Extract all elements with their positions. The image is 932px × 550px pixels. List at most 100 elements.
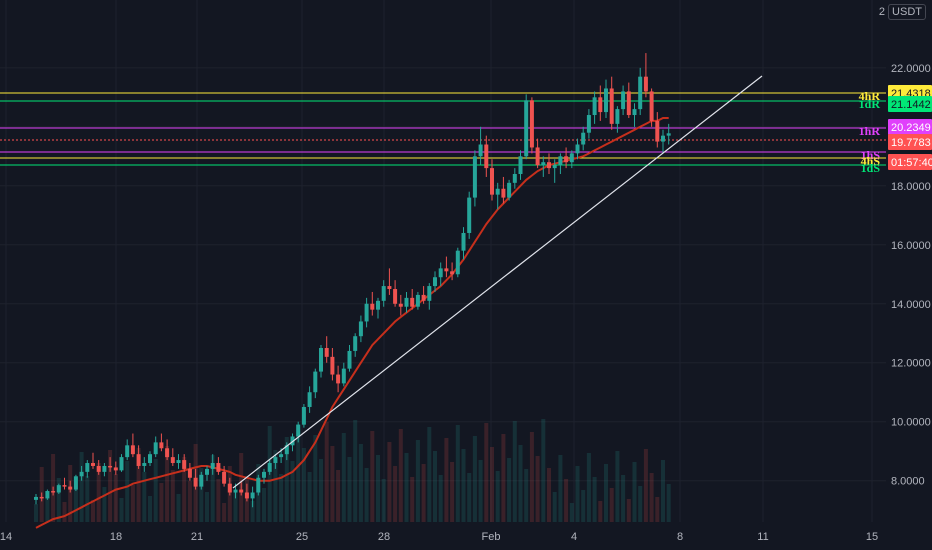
candle-body xyxy=(558,156,563,166)
volume-bar xyxy=(398,429,403,522)
y-tick-label: 22.0000 xyxy=(891,63,931,75)
candle xyxy=(113,461,118,475)
candle-body xyxy=(68,486,73,490)
volume-bar xyxy=(632,462,637,522)
candle xyxy=(96,460,101,475)
candle xyxy=(512,168,517,189)
volume-bar xyxy=(490,447,494,522)
volume-bar xyxy=(541,419,546,522)
volume-bar xyxy=(307,472,312,522)
candle xyxy=(581,126,586,151)
candle-body xyxy=(142,463,147,466)
candle xyxy=(507,179,512,201)
candle-body xyxy=(256,477,261,493)
volume-bar xyxy=(564,479,569,522)
candle-body xyxy=(267,463,272,472)
candle xyxy=(239,480,244,496)
candle-body xyxy=(444,268,449,272)
candle-body xyxy=(96,465,101,472)
candle xyxy=(461,227,466,260)
currency-unit[interactable]: USDT xyxy=(888,4,926,20)
volume-bar xyxy=(512,421,517,522)
volume-bar xyxy=(478,460,483,522)
candle xyxy=(501,176,506,204)
candle-body xyxy=(649,91,654,121)
candle-body xyxy=(113,467,118,471)
volume-bar xyxy=(62,502,67,522)
candle xyxy=(347,345,352,372)
volume-bar xyxy=(529,432,534,522)
volume-bar xyxy=(592,477,597,522)
ma-line xyxy=(35,117,669,529)
volume-bar xyxy=(159,483,164,522)
y-tick-label: 16.0000 xyxy=(891,240,931,252)
volume-bar xyxy=(376,455,380,522)
candle-body xyxy=(490,168,494,195)
candle-body xyxy=(535,147,540,166)
volume-bar xyxy=(296,424,301,522)
candle xyxy=(455,247,460,278)
candle-body xyxy=(273,457,278,464)
volume-bar xyxy=(472,436,477,522)
candle xyxy=(142,457,147,472)
x-tick-label: 14 xyxy=(0,531,12,543)
candle xyxy=(415,291,420,310)
candle xyxy=(427,283,432,310)
candle-body xyxy=(586,115,591,133)
volume-bar xyxy=(222,503,227,522)
candle xyxy=(262,468,266,484)
level-label: 1hR xyxy=(859,124,881,138)
level-label: 4hR xyxy=(859,89,881,103)
candle xyxy=(193,468,198,490)
volume-bar xyxy=(210,455,215,522)
candle xyxy=(222,465,227,487)
candle xyxy=(324,336,329,363)
candle xyxy=(518,150,523,180)
price-tag-text: 20.2349 xyxy=(891,122,931,134)
volume-bar xyxy=(575,466,580,522)
price-tag-box xyxy=(888,96,932,112)
candle xyxy=(615,106,620,133)
currency-prefix: 2 xyxy=(878,6,885,18)
candle-body xyxy=(552,165,557,169)
candle-body xyxy=(666,133,671,136)
candle xyxy=(643,53,648,98)
volume-bar xyxy=(518,445,523,522)
candle-body xyxy=(495,188,500,195)
volume-bar xyxy=(68,465,73,522)
candle xyxy=(484,135,489,177)
volume-bar xyxy=(170,470,175,522)
candle-body xyxy=(85,463,90,472)
candle-body xyxy=(604,88,608,113)
candle-body xyxy=(153,442,158,455)
volume-bar xyxy=(569,503,574,522)
candle-body xyxy=(233,489,238,493)
candle xyxy=(524,94,529,160)
volume-bar xyxy=(324,422,329,522)
candle xyxy=(558,153,563,174)
candle xyxy=(598,85,603,121)
candle xyxy=(307,386,312,413)
candle-body xyxy=(79,471,84,477)
candle-body xyxy=(56,485,61,493)
candle xyxy=(364,297,369,328)
volume-bar xyxy=(125,461,130,522)
moving-average xyxy=(35,117,669,529)
time-axis[interactable]: 14 18 21 25 28 Feb 4 8 11 15 xyxy=(0,531,878,543)
volume-bar xyxy=(113,474,118,522)
candle xyxy=(170,448,175,466)
volume-bar xyxy=(421,464,426,522)
volume-bar xyxy=(615,451,620,522)
candle-body xyxy=(170,457,175,464)
trendline[interactable] xyxy=(232,75,763,489)
candle-body xyxy=(296,424,301,437)
candle-body xyxy=(547,162,551,169)
volume-bar xyxy=(609,488,614,522)
volume-bar xyxy=(558,455,563,522)
volume-bar xyxy=(450,462,455,522)
currency-selector[interactable]: 2 USDT xyxy=(878,4,926,20)
candle-body xyxy=(427,286,432,301)
candle xyxy=(421,286,426,304)
